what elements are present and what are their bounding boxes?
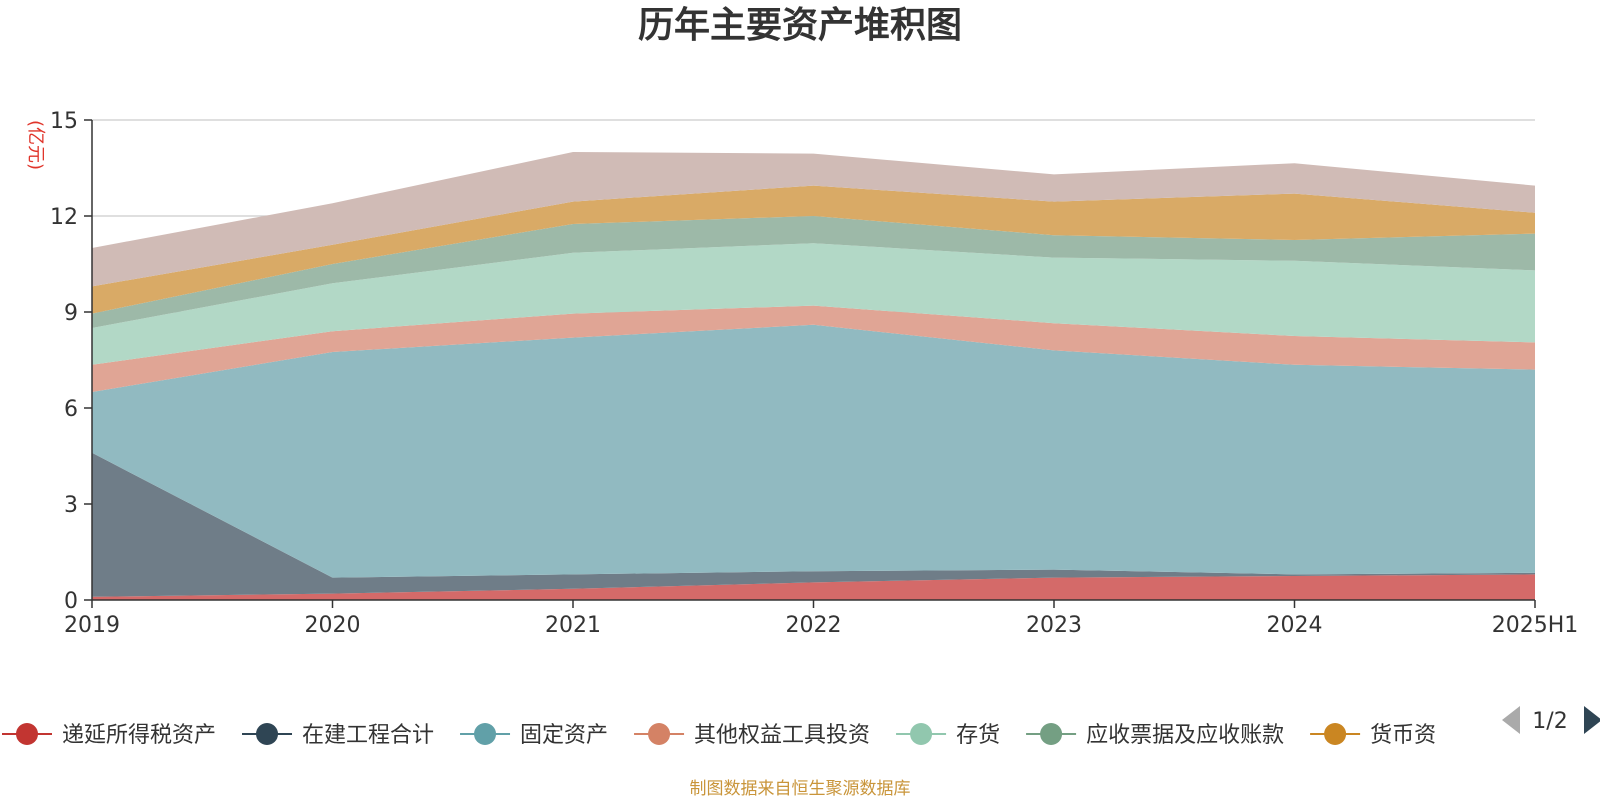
area-series-6[interactable] (92, 185, 1535, 314)
area-series-1[interactable] (92, 452, 1535, 597)
legend-item[interactable]: 存货 (896, 723, 1000, 748)
legend-label: 固定资产 (520, 723, 608, 748)
x-tick-label: 2025H1 (1492, 613, 1579, 638)
area-series-7[interactable] (92, 152, 1535, 287)
legend-label: 存货 (956, 723, 1000, 748)
y-axis-ticks: 0 3 6 9 12 15 (50, 109, 92, 614)
area-series-4[interactable] (92, 243, 1535, 365)
y-tick-label: 6 (64, 397, 78, 422)
data-source-note: 制图数据来自恒生聚源数据库 (690, 779, 911, 799)
legend-item[interactable]: 在建工程合计 (242, 723, 434, 748)
legend-marker-icon (1324, 723, 1347, 745)
y-tick-label: 9 (64, 301, 78, 326)
legend-item[interactable]: 应收票据及应收账款 (1026, 723, 1284, 748)
y-axis-unit: (亿元) (25, 120, 46, 170)
legend-marker-icon (648, 723, 671, 745)
legend-item[interactable]: 固定资产 (460, 723, 608, 748)
legend-label: 货币资 (1370, 723, 1436, 748)
x-axis-ticks: 2019 2020 2021 2022 2023 2024 2025H1 (64, 600, 1578, 638)
legend-marker-icon (16, 723, 38, 745)
legend-label: 其他权益工具投资 (694, 723, 870, 748)
legend-marker-icon (256, 723, 279, 745)
legend-label: 递延所得税资产 (62, 723, 216, 748)
x-tick-label: 2022 (786, 613, 842, 638)
legend-item[interactable]: 递延所得税资产 (2, 723, 216, 748)
y-tick-label: 3 (64, 493, 78, 518)
area-series-3[interactable] (92, 305, 1535, 392)
y-tick-label: 12 (50, 205, 78, 230)
legend-marker-icon (474, 723, 497, 745)
legend-page-indicator: 1/2 (1532, 709, 1567, 734)
legend-label: 在建工程合计 (302, 723, 434, 748)
y-tick-label: 15 (50, 109, 78, 134)
x-tick-label: 2023 (1026, 613, 1082, 638)
area-series (92, 152, 1535, 600)
area-series-0[interactable] (92, 574, 1535, 600)
legend-label: 应收票据及应收账款 (1086, 723, 1284, 748)
legend-pager: 1/2 (1502, 706, 1600, 734)
legend-marker-icon (1040, 723, 1063, 745)
legend-marker-icon (910, 723, 933, 745)
legend[interactable]: 递延所得税资产 在建工程合计 固定资产 其他权益工具投资 存货 应收票据及应收账款 货币资 (2, 723, 1436, 748)
legend-prev-page-icon[interactable] (1502, 706, 1520, 734)
x-tick-label: 2020 (305, 613, 361, 638)
legend-item[interactable]: 其他权益工具投资 (634, 723, 870, 748)
x-tick-label: 2019 (64, 613, 120, 638)
y-tick-label: 0 (64, 589, 78, 614)
x-tick-label: 2021 (545, 613, 601, 638)
area-series-2[interactable] (92, 324, 1535, 578)
x-tick-label: 2024 (1267, 613, 1323, 638)
chart-title: 历年主要资产堆积图 (638, 5, 962, 46)
legend-item[interactable]: 货币资 (1310, 723, 1436, 748)
legend-next-page-icon[interactable] (1584, 706, 1600, 734)
